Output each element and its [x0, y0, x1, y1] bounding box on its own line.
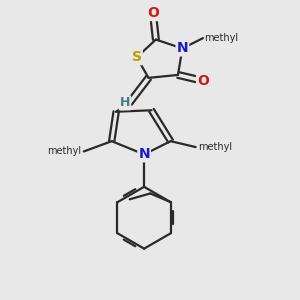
Text: O: O: [197, 74, 209, 88]
Text: methyl: methyl: [205, 33, 239, 43]
Text: N: N: [177, 41, 188, 56]
Text: methyl: methyl: [47, 146, 81, 157]
Text: S: S: [132, 50, 142, 64]
Text: H: H: [120, 96, 130, 110]
Text: O: O: [147, 6, 159, 20]
Text: methyl: methyl: [198, 142, 232, 152]
Text: N: N: [138, 147, 150, 161]
